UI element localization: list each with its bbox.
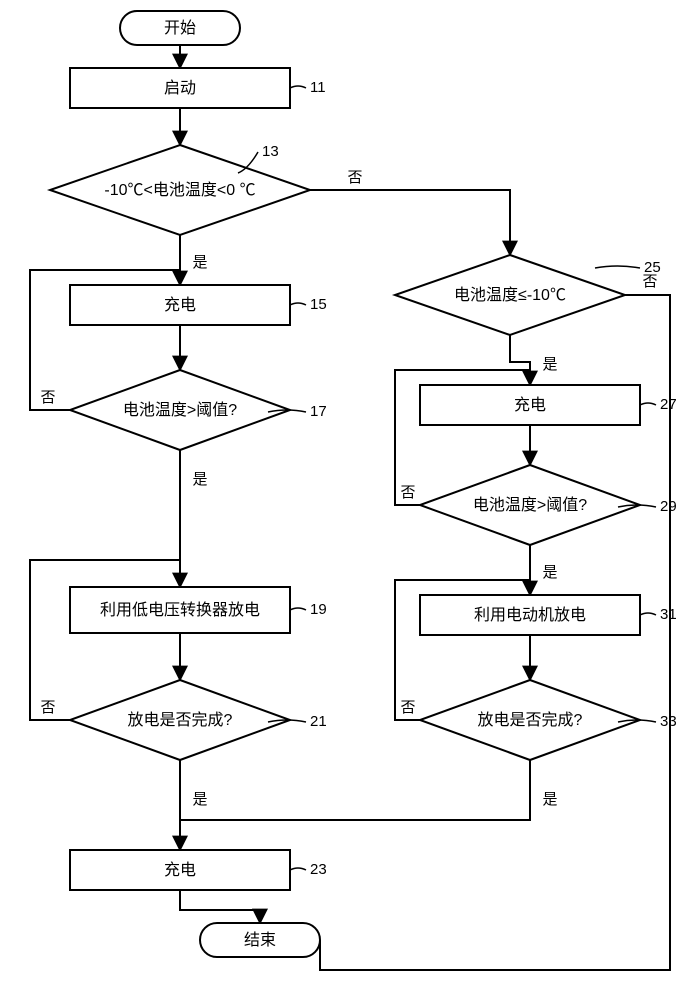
ref-number: 21 — [310, 713, 327, 730]
edge-label: 否 — [40, 699, 55, 716]
edge-label: 否 — [400, 699, 415, 716]
edge-label: 是 — [192, 471, 207, 488]
ref-number: 19 — [310, 601, 327, 618]
node-n29: 电池温度>阈值? — [420, 465, 640, 545]
node-n33: 放电是否完成? — [420, 680, 640, 760]
ref-number: 13 — [262, 143, 279, 160]
node-n31: 利用电动机放电 — [420, 595, 640, 635]
node-label: -10℃<电池温度<0 ℃ — [104, 181, 255, 199]
edge-label: 是 — [192, 254, 207, 271]
node-end: 结束 — [200, 923, 320, 957]
node-label: 电池温度>阈值? — [473, 496, 587, 514]
node-n19: 利用低电压转换器放电 — [70, 587, 290, 633]
ref-leader — [290, 303, 306, 305]
edge-label: 是 — [542, 356, 557, 373]
ref-leader — [290, 868, 306, 870]
ref-number: 15 — [310, 296, 327, 313]
ref-number: 17 — [310, 403, 327, 420]
node-label: 充电 — [164, 296, 196, 314]
ref-number: 31 — [660, 606, 677, 623]
node-label: 放电是否完成? — [478, 711, 583, 729]
ref-number: 23 — [310, 861, 327, 878]
edge-label: 是 — [542, 564, 557, 581]
edge-label: 是 — [192, 791, 207, 808]
ref-leader — [595, 266, 640, 268]
edge — [180, 760, 530, 820]
ref-number: 11 — [310, 79, 326, 96]
ref-leader — [290, 608, 306, 610]
node-label: 放电是否完成? — [128, 711, 233, 729]
node-n25: 电池温度≤-10℃ — [395, 255, 625, 335]
node-n17: 电池温度>阈值? — [70, 370, 290, 450]
node-n23: 充电 — [70, 850, 290, 890]
ref-leader — [640, 403, 656, 405]
node-label: 电池温度>阈值? — [123, 401, 237, 419]
edge — [180, 890, 260, 923]
node-label: 充电 — [164, 861, 196, 879]
node-n21: 放电是否完成? — [70, 680, 290, 760]
edge-label: 是 — [542, 791, 557, 808]
edge-label: 否 — [400, 484, 415, 501]
node-label: 利用低电压转换器放电 — [100, 601, 260, 619]
node-label: 电池温度≤-10℃ — [454, 286, 566, 304]
ref-leader — [640, 613, 656, 615]
node-n15: 充电 — [70, 285, 290, 325]
node-n27: 充电 — [420, 385, 640, 425]
node-n11: 启动 — [70, 68, 290, 108]
edge-label: 否 — [40, 389, 55, 406]
node-label: 启动 — [164, 79, 196, 97]
ref-number: 27 — [660, 396, 677, 413]
ref-number: 33 — [660, 713, 677, 730]
ref-number: 25 — [644, 259, 661, 276]
node-label: 结束 — [244, 931, 276, 949]
ref-number: 29 — [660, 498, 677, 515]
node-label: 充电 — [514, 396, 546, 414]
flowchart-canvas: 是是是否是是是否否否否否开始启动-10℃<电池温度<0 ℃充电电池温度>阈值?利… — [0, 0, 696, 1000]
node-start: 开始 — [120, 11, 240, 45]
edge — [510, 335, 530, 385]
ref-leader — [290, 86, 306, 88]
node-label: 利用电动机放电 — [474, 606, 586, 624]
edge-label: 否 — [347, 169, 362, 186]
node-label: 开始 — [164, 19, 196, 37]
edge — [310, 190, 510, 255]
